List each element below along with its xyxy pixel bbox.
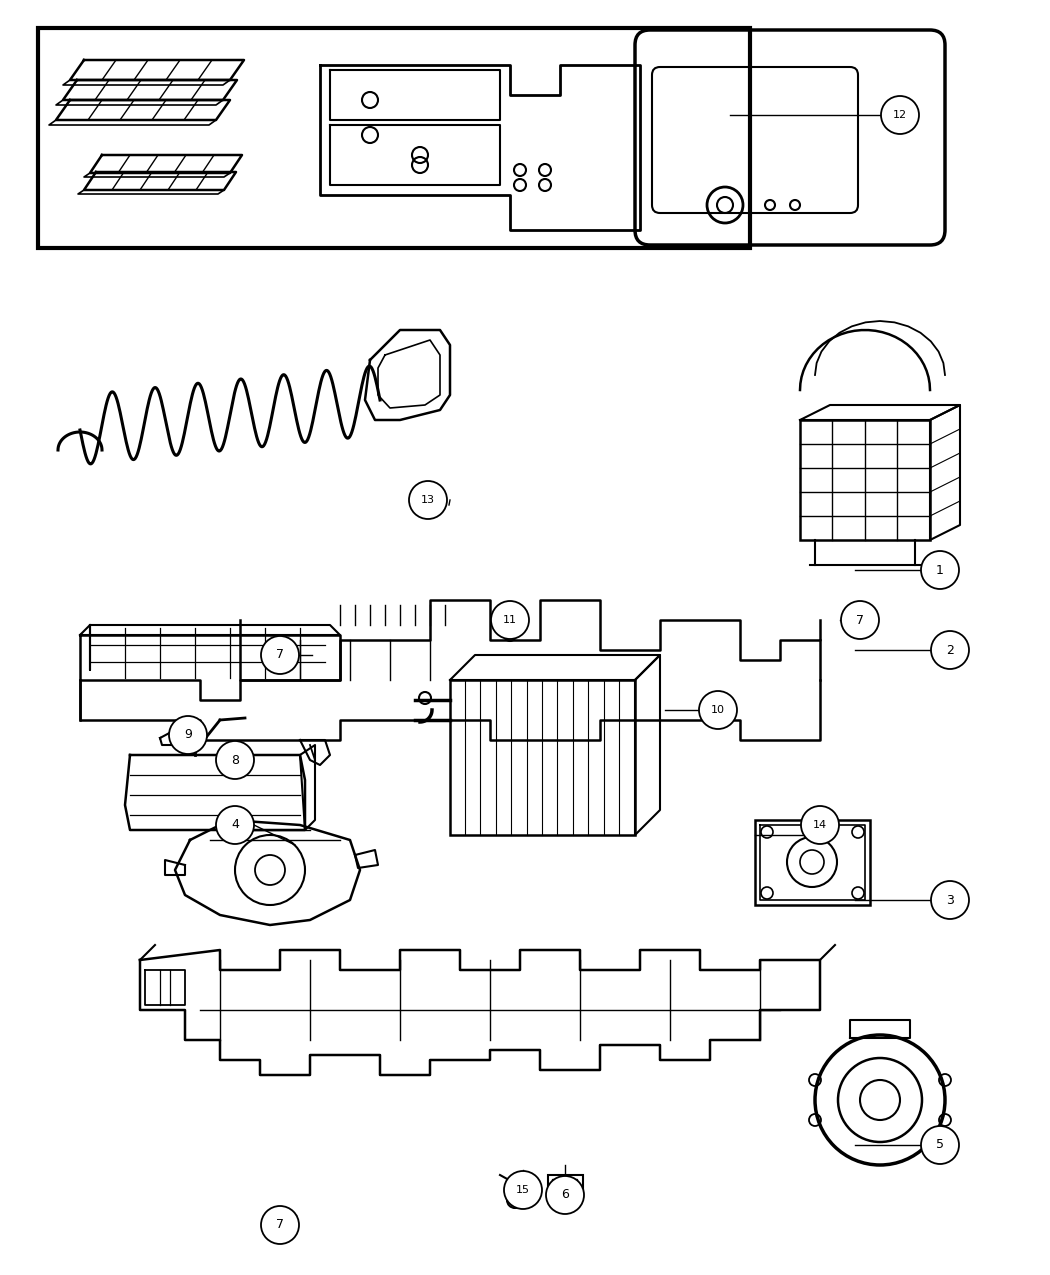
Circle shape [261, 1206, 299, 1244]
Circle shape [921, 1126, 959, 1164]
Text: 9: 9 [184, 728, 192, 742]
Circle shape [921, 551, 959, 589]
Text: 7: 7 [276, 1219, 284, 1232]
Text: 5: 5 [936, 1139, 944, 1151]
Text: 14: 14 [813, 820, 827, 830]
Bar [552, 1179, 562, 1193]
Text: 8: 8 [231, 754, 239, 766]
Circle shape [841, 601, 879, 639]
Text: 7: 7 [276, 649, 284, 662]
Bar [450, 680, 635, 835]
Text: 15: 15 [516, 1184, 530, 1195]
Bar [38, 28, 750, 249]
Bar [755, 820, 870, 905]
Text: 12: 12 [892, 110, 907, 120]
Circle shape [504, 1170, 542, 1209]
Circle shape [699, 691, 737, 729]
Text: 13: 13 [421, 495, 435, 505]
Text: 1: 1 [936, 564, 944, 576]
Text: 2: 2 [946, 644, 954, 657]
Bar [548, 1176, 583, 1197]
Circle shape [216, 806, 254, 844]
Bar [800, 419, 930, 541]
Circle shape [546, 1176, 584, 1214]
Circle shape [410, 481, 447, 519]
Circle shape [931, 881, 969, 919]
Text: 3: 3 [946, 894, 954, 907]
Text: 10: 10 [711, 705, 724, 715]
Circle shape [216, 741, 254, 779]
Text: 7: 7 [856, 613, 864, 626]
Circle shape [491, 601, 529, 639]
Circle shape [261, 636, 299, 674]
Bar [567, 1179, 578, 1193]
Text: 4: 4 [231, 819, 239, 831]
Circle shape [801, 806, 839, 844]
Circle shape [931, 631, 969, 669]
Circle shape [169, 717, 207, 754]
Text: 6: 6 [561, 1188, 569, 1201]
Text: 11: 11 [503, 615, 517, 625]
Circle shape [881, 96, 919, 134]
